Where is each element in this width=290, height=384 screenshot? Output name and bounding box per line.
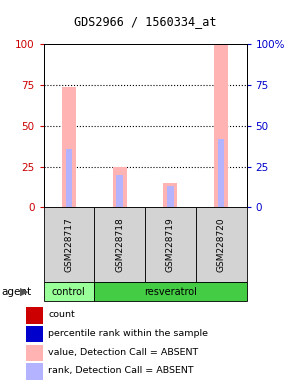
Text: count: count <box>48 310 75 319</box>
Text: GSM228717: GSM228717 <box>64 217 73 272</box>
Text: rank, Detection Call = ABSENT: rank, Detection Call = ABSENT <box>48 366 194 375</box>
Bar <box>145 207 196 282</box>
Bar <box>94 207 145 282</box>
Bar <box>113 167 127 207</box>
Text: ▶: ▶ <box>20 287 28 297</box>
Bar <box>116 175 123 207</box>
Bar <box>62 87 76 207</box>
Bar <box>66 149 72 207</box>
Text: resveratrol: resveratrol <box>144 287 197 297</box>
Bar <box>163 183 177 207</box>
Bar <box>26 344 43 361</box>
Text: control: control <box>52 287 86 297</box>
Bar <box>44 207 94 282</box>
Text: GSM228719: GSM228719 <box>166 217 175 272</box>
Bar <box>196 207 246 282</box>
Text: percentile rank within the sample: percentile rank within the sample <box>48 329 208 338</box>
Text: agent: agent <box>1 287 32 297</box>
Bar <box>26 363 43 380</box>
Bar <box>44 282 94 301</box>
Bar <box>26 326 43 343</box>
Text: GDS2966 / 1560334_at: GDS2966 / 1560334_at <box>74 15 216 28</box>
Bar <box>218 139 224 207</box>
Bar <box>26 307 43 324</box>
Text: GSM228720: GSM228720 <box>217 217 226 272</box>
Bar <box>167 186 174 207</box>
Bar <box>94 282 246 301</box>
Text: GSM228718: GSM228718 <box>115 217 124 272</box>
Bar <box>214 44 228 207</box>
Text: value, Detection Call = ABSENT: value, Detection Call = ABSENT <box>48 348 199 357</box>
